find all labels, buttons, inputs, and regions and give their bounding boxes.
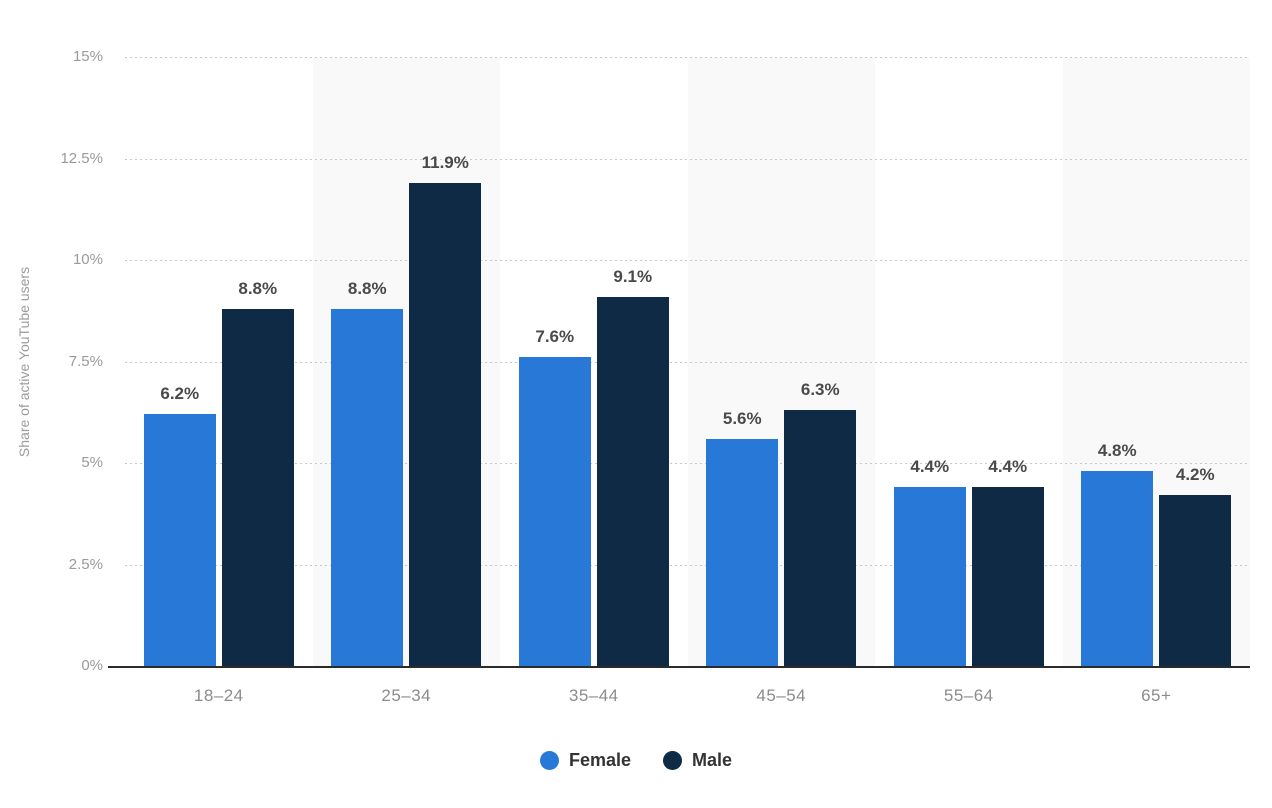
gridline-7.5 xyxy=(125,361,1250,363)
bar-label-male-35-44: 9.1% xyxy=(613,266,653,286)
x-axis-label-45-54: 45–54 xyxy=(756,686,807,705)
legend-label-female: Female xyxy=(568,750,631,770)
bar-label-female-25-34: 8.8% xyxy=(347,278,387,298)
y-tick-label-10: 10% xyxy=(72,251,103,268)
y-tick-label-2.5: 2.5% xyxy=(68,555,103,573)
legend-label-male: Male xyxy=(692,750,733,770)
y-tick-label-15: 15% xyxy=(72,48,103,65)
bar-label-female-45-54: 5.6% xyxy=(722,408,762,428)
x-axis-label-25-34: 25–34 xyxy=(381,686,432,705)
legend-item-male[interactable]: Male xyxy=(663,750,732,771)
bar-label-female-18-24: 6.2% xyxy=(160,384,200,404)
bar-label-female-35-44: 7.6% xyxy=(535,327,575,347)
y-tick-label-12.5: 12.5% xyxy=(60,149,103,167)
bar-male-65+ xyxy=(1159,495,1232,666)
bar-label-female-55-64: 4.4% xyxy=(910,457,950,477)
legend-dot-female xyxy=(539,751,559,770)
bar-female-18-24 xyxy=(143,414,216,666)
y-tick-label-5: 5% xyxy=(81,454,103,471)
x-axis-label-55-64: 55–64 xyxy=(943,686,994,705)
x-axis-label-65+: 65+ xyxy=(1141,686,1172,705)
gridline-15 xyxy=(125,57,1250,58)
bar-male-35-44 xyxy=(596,296,669,666)
gridline-2.5 xyxy=(125,564,1250,566)
y-tick-label-7.5: 7.5% xyxy=(68,352,103,370)
bar-label-male-55-64: 4.4% xyxy=(988,457,1028,477)
gridline-10 xyxy=(125,260,1250,261)
legend-dot-male xyxy=(663,751,682,770)
legend: Female Male xyxy=(0,750,1272,771)
x-axis-line xyxy=(108,666,1250,668)
bar-label-male-45-54: 6.3% xyxy=(800,380,840,400)
bar-label-male-65+: 4.2% xyxy=(1175,465,1215,485)
gridline-5 xyxy=(125,463,1250,464)
bar-male-55-64 xyxy=(971,487,1044,666)
gridline-12.5 xyxy=(125,158,1250,160)
x-axis-label-18-24: 18–24 xyxy=(193,686,244,705)
legend-item-female[interactable]: Female xyxy=(539,750,631,771)
bar-female-45-54 xyxy=(706,438,779,666)
bar-male-18-24 xyxy=(221,308,294,666)
bar-female-65+ xyxy=(1081,471,1154,666)
x-axis-label-35-44: 35–44 xyxy=(568,686,619,705)
bar-label-male-25-34: 11.9% xyxy=(421,152,469,172)
bar-female-55-64 xyxy=(893,487,966,666)
bar-female-25-34 xyxy=(331,308,404,666)
bar-label-male-18-24: 8.8% xyxy=(238,278,278,298)
bar-label-female-65+: 4.8% xyxy=(1097,441,1137,461)
y-tick-label-0: 0% xyxy=(81,657,103,674)
bar-female-35-44 xyxy=(518,357,591,666)
bar-male-25-34 xyxy=(409,182,482,666)
bar-male-45-54 xyxy=(784,410,857,666)
